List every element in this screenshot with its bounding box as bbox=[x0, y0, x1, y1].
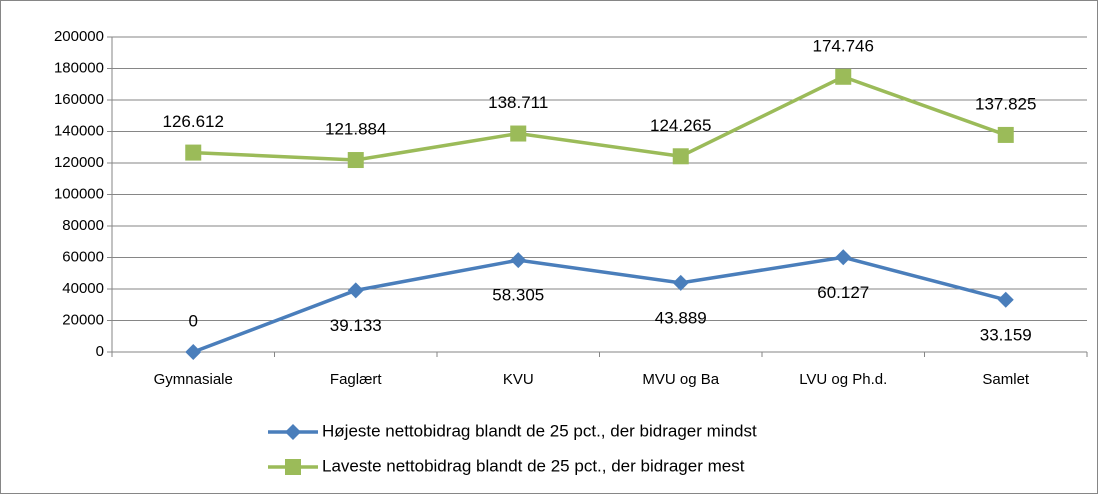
y-tick-label: 60000 bbox=[62, 248, 104, 265]
x-tick-label: Faglært bbox=[330, 371, 383, 388]
series-line bbox=[193, 74, 1007, 162]
data-label: 121.884 bbox=[325, 120, 386, 139]
y-tick-label: 160000 bbox=[54, 91, 104, 108]
point-marker bbox=[510, 252, 527, 269]
y-tick-label: 80000 bbox=[62, 217, 104, 234]
point-marker bbox=[185, 144, 202, 161]
point-marker bbox=[510, 125, 527, 142]
y-tick-label: 200000 bbox=[54, 28, 104, 45]
data-label: 174.746 bbox=[813, 36, 874, 55]
data-label: 137.825 bbox=[975, 94, 1036, 113]
x-tick-label: Samlet bbox=[982, 371, 1030, 388]
point-marker bbox=[835, 249, 852, 266]
y-tick-label: 20000 bbox=[62, 311, 104, 328]
data-label: 43.889 bbox=[655, 308, 707, 327]
point-marker bbox=[672, 148, 689, 165]
legend-label: Højeste nettobidrag blandt de 25 pct., d… bbox=[322, 421, 757, 440]
point-marker bbox=[672, 274, 689, 291]
x-tick-label: LVU og Ph.d. bbox=[799, 371, 887, 388]
data-label: 124.265 bbox=[650, 116, 711, 135]
x-tick-label: MVU og Ba bbox=[642, 371, 719, 388]
y-tick-label: 180000 bbox=[54, 59, 104, 76]
point-marker bbox=[347, 152, 364, 169]
x-tick-label: Gymnasiale bbox=[154, 371, 233, 388]
data-label: 138.711 bbox=[488, 93, 548, 112]
series-line bbox=[192, 255, 1007, 354]
point-marker bbox=[997, 126, 1014, 143]
data-label: 39.133 bbox=[330, 316, 382, 335]
y-tick-label: 0 bbox=[96, 343, 104, 360]
point-marker bbox=[997, 291, 1014, 308]
data-label: 0 bbox=[189, 311, 198, 330]
y-tick-label: 120000 bbox=[54, 154, 104, 171]
legend-marker bbox=[285, 459, 301, 475]
data-label: 60.127 bbox=[817, 283, 869, 302]
y-tick-label: 140000 bbox=[54, 122, 104, 139]
data-label: 126.612 bbox=[163, 112, 224, 131]
point-marker bbox=[347, 282, 364, 299]
y-tick-label: 40000 bbox=[62, 280, 104, 297]
x-tick-label: KVU bbox=[503, 371, 534, 388]
y-tick-label: 100000 bbox=[54, 185, 104, 202]
legend-label: Laveste nettobidrag blandt de 25 pct., d… bbox=[322, 456, 745, 475]
legend-marker bbox=[285, 424, 301, 440]
data-label: 58.305 bbox=[492, 286, 544, 305]
data-label: 33.159 bbox=[980, 325, 1032, 344]
point-marker bbox=[835, 68, 852, 85]
point-marker bbox=[185, 344, 202, 360]
